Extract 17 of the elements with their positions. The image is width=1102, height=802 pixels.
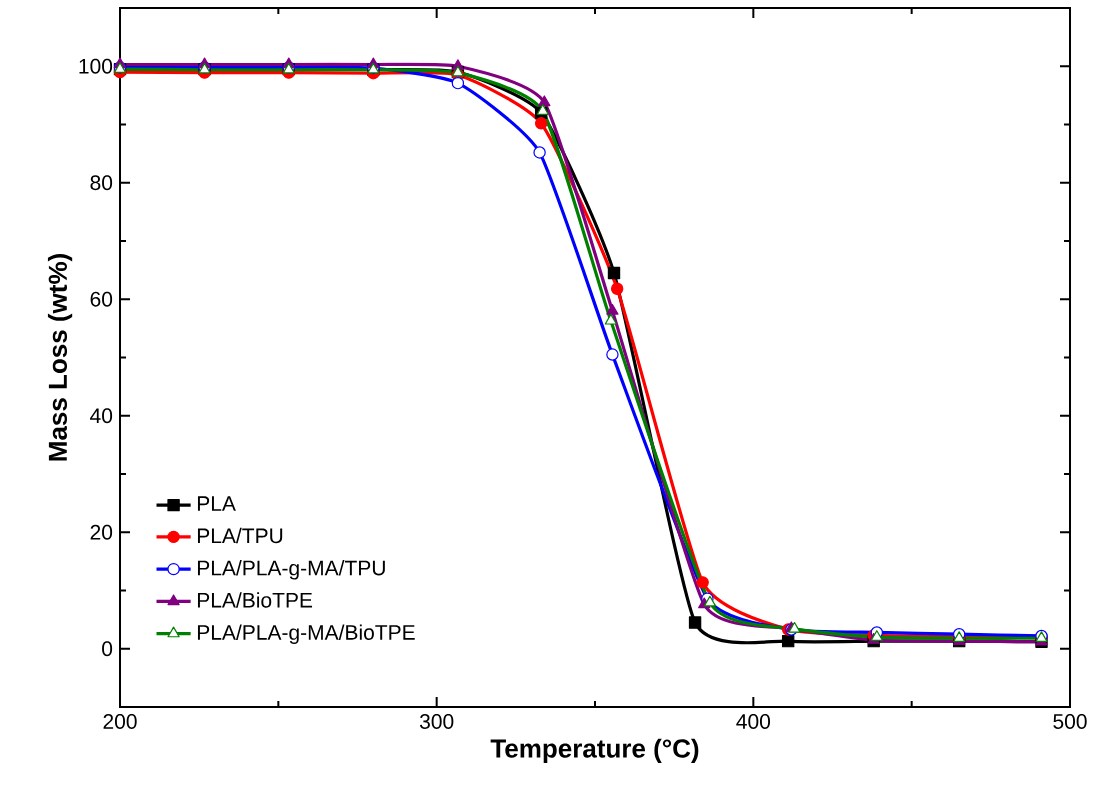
y-tick-label: 40 [90, 408, 113, 424]
legend-label: PLA/PLA-g-MA/BioTPE [197, 624, 415, 645]
x-axis-title: Temperature (°C) [490, 738, 699, 763]
y-tick-label: 100 [79, 58, 113, 74]
legend-label: PLA/BioTPE [197, 592, 313, 608]
y-axis-title: Mass Loss (wt%) [47, 254, 73, 461]
x-tick-label: 500 [1053, 714, 1087, 729]
y-tick-label: 80 [90, 175, 113, 191]
y-tick-label: 0 [102, 641, 113, 657]
legend-label: PLA/TPU [197, 527, 283, 544]
legend-label: PLA [197, 496, 236, 511]
x-tick-label: 200 [103, 714, 137, 729]
y-tick-label: 20 [90, 524, 113, 540]
x-tick-label: 400 [736, 714, 771, 729]
legend-label: PLA/PLA-g-MA/TPU [197, 560, 385, 580]
y-tick-label: 60 [90, 291, 113, 307]
x-tick-label: 300 [419, 714, 454, 729]
